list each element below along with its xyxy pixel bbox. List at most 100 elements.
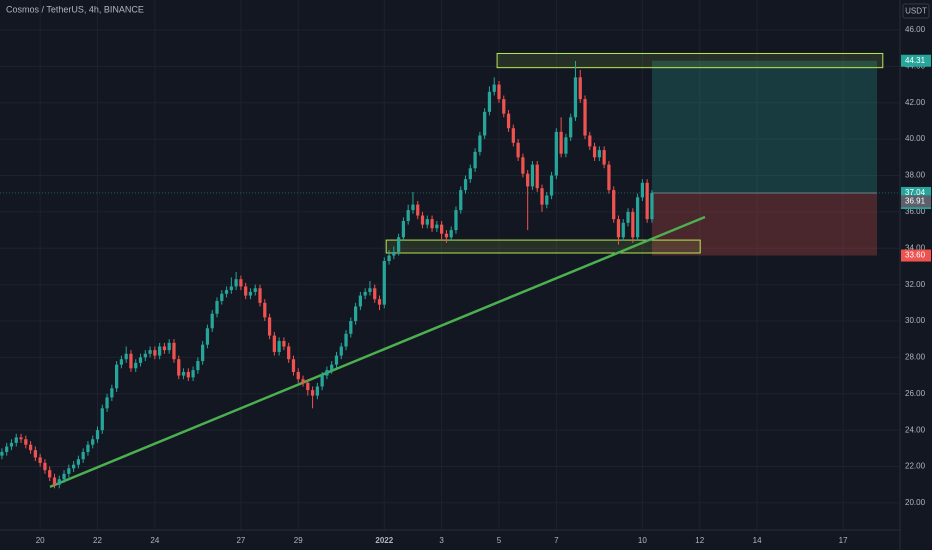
target-zone	[651, 60, 878, 193]
grid	[0, 0, 900, 530]
candle-body	[277, 341, 281, 352]
candle-body	[248, 291, 253, 296]
candle-body	[0, 451, 4, 456]
candle-body	[396, 237, 401, 252]
candle-body	[14, 437, 18, 443]
candle-body	[549, 175, 554, 196]
candle-body	[631, 211, 635, 238]
x-tick-label: 5	[497, 536, 502, 545]
x-tick-label: 17	[839, 536, 848, 545]
candle-body	[239, 279, 243, 287]
x-tick-label: 24	[150, 536, 159, 545]
chart-title: Cosmos / TetherUS, 4h, BINANCE	[6, 4, 144, 14]
candle-body	[325, 370, 329, 376]
candle-body	[105, 397, 109, 409]
candle-body	[191, 370, 195, 378]
candle-body	[5, 446, 9, 452]
y-tick-label: 46.00	[905, 25, 926, 34]
candle-body	[401, 220, 406, 238]
candle-body	[387, 255, 391, 261]
candle-body	[516, 142, 520, 158]
trendline	[49, 215, 706, 489]
candle-body	[9, 442, 14, 447]
candle-body	[554, 131, 558, 176]
candle-body	[430, 219, 434, 229]
x-tick-label: 10	[638, 536, 647, 545]
candle-body	[640, 182, 645, 198]
zone-box	[496, 52, 884, 69]
candle-body	[492, 84, 496, 92]
candle-body	[330, 364, 334, 371]
candle-body	[258, 288, 262, 303]
candle-body	[215, 301, 219, 314]
y-tick-label: 30.00	[905, 316, 926, 325]
candle-body	[76, 459, 81, 465]
candle-body	[38, 457, 42, 463]
candle-body	[110, 388, 114, 398]
candle-body	[253, 288, 257, 292]
candle-body	[468, 168, 472, 180]
y-tick-label: 24.00	[905, 425, 926, 434]
candle-body	[71, 464, 76, 469]
candle-body	[597, 150, 601, 158]
candle-body	[138, 357, 143, 363]
candle-body	[129, 353, 133, 369]
candle-body	[301, 379, 305, 383]
candle-body	[234, 279, 238, 287]
candle-body	[392, 251, 396, 256]
candle-body	[487, 91, 492, 112]
candle-body	[368, 288, 372, 292]
candle-body	[454, 210, 458, 231]
candle-body	[282, 341, 286, 347]
price-label: 33.60	[905, 251, 926, 260]
candle-body	[229, 286, 233, 291]
candle-body	[167, 342, 171, 351]
y-tick-label: 42.00	[905, 98, 926, 107]
candle-body	[153, 350, 157, 356]
candle-body	[621, 222, 625, 238]
candle-body	[124, 353, 128, 360]
candle-body	[363, 291, 367, 296]
candle-body	[483, 111, 487, 136]
x-tick-label: 12	[695, 536, 704, 545]
x-tick-label: 20	[36, 536, 45, 545]
candle-body	[635, 197, 640, 238]
candle-body	[607, 164, 611, 191]
candle-body	[420, 215, 425, 225]
candle-body	[196, 361, 200, 371]
candle-body	[296, 371, 300, 380]
candle-body	[43, 462, 47, 471]
candle-body	[315, 386, 319, 396]
candle-body	[334, 355, 339, 365]
candle-body	[353, 306, 358, 322]
candle-body	[272, 335, 276, 352]
candle-body	[134, 362, 138, 369]
x-tick-label: 14	[753, 536, 762, 545]
candle-body	[645, 182, 649, 220]
candle-body	[33, 450, 37, 458]
candle-body	[440, 224, 444, 234]
candle-body	[578, 77, 582, 100]
candle-body	[497, 84, 501, 100]
candle-body	[626, 211, 630, 223]
candle-body	[62, 473, 66, 480]
candle-body	[535, 164, 539, 189]
candle-body	[114, 364, 119, 389]
candle-body	[148, 350, 152, 354]
y-tick-label: 22.00	[905, 462, 926, 471]
candle-body	[540, 188, 544, 205]
candle-body	[592, 146, 597, 158]
candle-body	[559, 131, 563, 154]
candle-body	[583, 99, 587, 136]
candle-body	[569, 117, 573, 138]
candle-body	[320, 375, 324, 387]
candle-body	[48, 470, 52, 478]
candle-body	[57, 479, 61, 485]
candle-body	[435, 224, 439, 229]
price-label-box	[901, 54, 931, 67]
x-tick-label: 27	[236, 536, 245, 545]
candle-body	[602, 150, 606, 165]
y-tick-label: 36.00	[905, 207, 926, 216]
x-tick-label: 7	[554, 536, 559, 545]
